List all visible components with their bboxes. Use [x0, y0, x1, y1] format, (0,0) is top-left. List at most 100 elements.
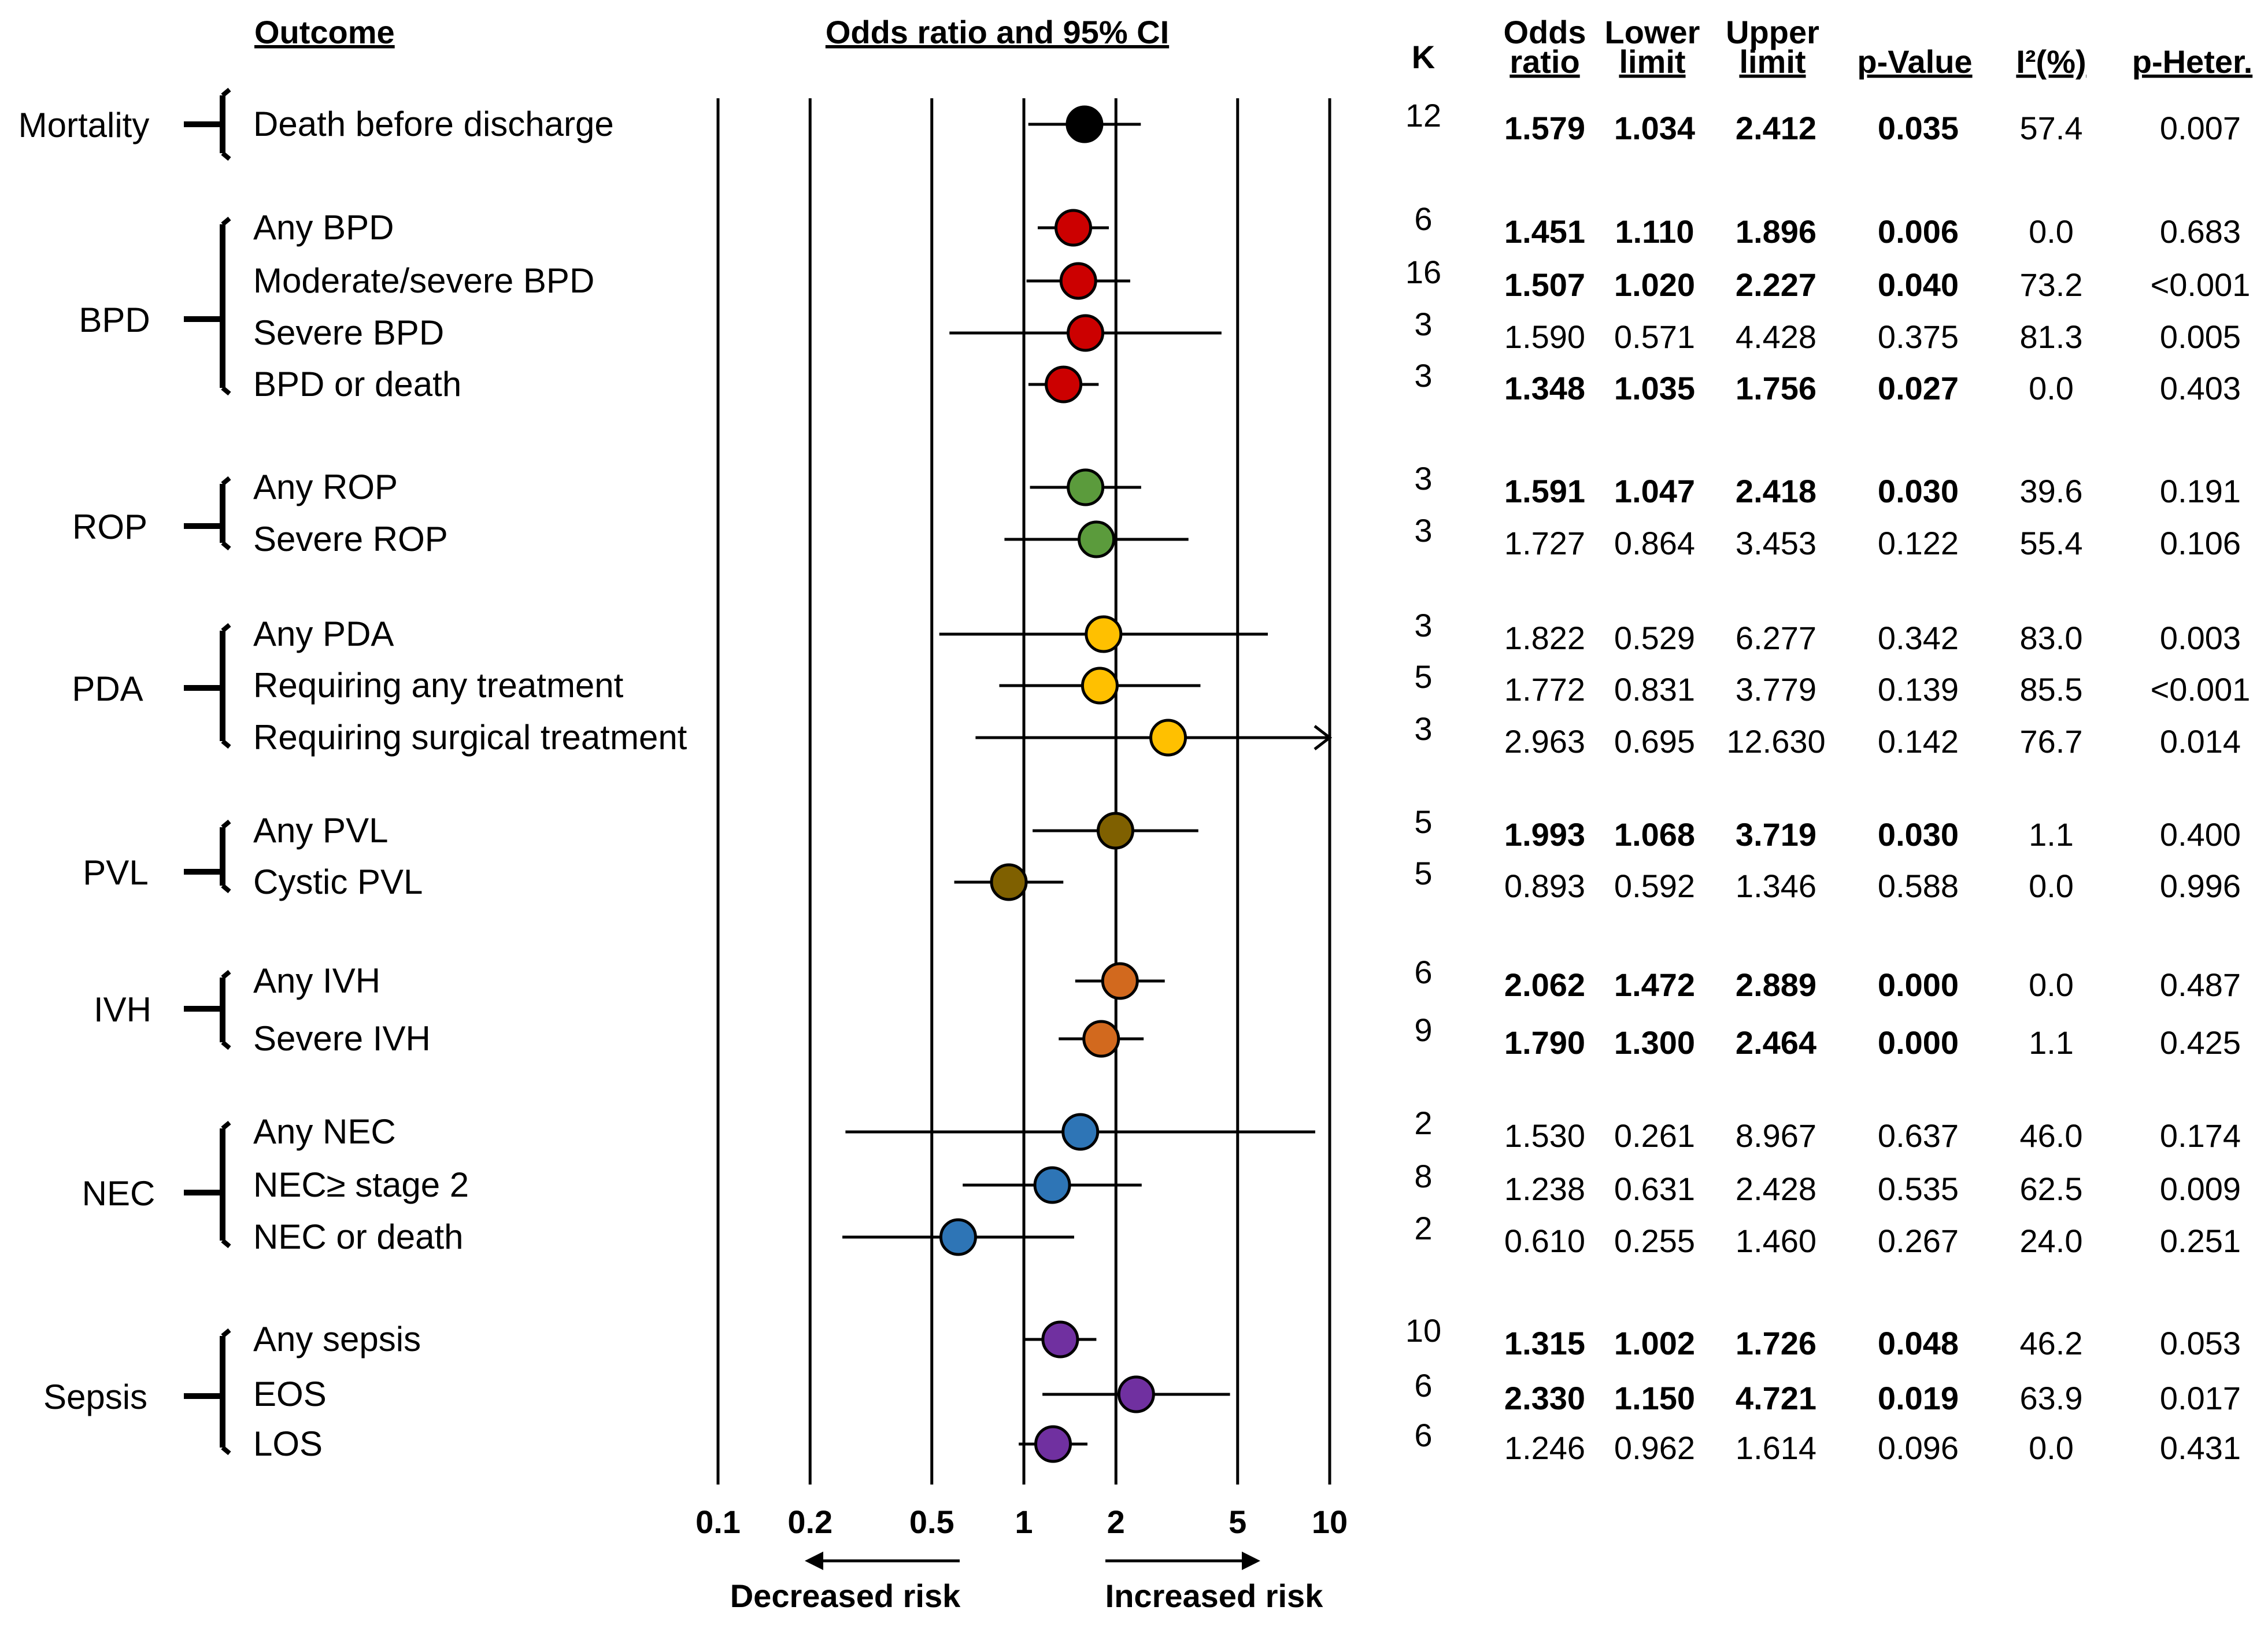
cell-p-heter: 0.403	[2160, 370, 2241, 406]
group-label-rop: ROP	[72, 508, 147, 546]
cell-p-value: 0.096	[1878, 1430, 1959, 1466]
cell-lower-limit: 1.002	[1614, 1325, 1695, 1361]
cell-odds-ratio: 1.591	[1504, 473, 1585, 509]
cell-odds-ratio: 1.590	[1504, 319, 1585, 355]
outcome-label: Death before discharge	[253, 105, 614, 143]
cell-odds-ratio: 1.507	[1504, 266, 1585, 303]
cell-upper-limit: 1.460	[1736, 1223, 1816, 1259]
cell-p-heter: <0.001	[2151, 266, 2251, 303]
col-header-i2: I²(%)	[2016, 43, 2086, 80]
cell-p-heter: 0.005	[2160, 319, 2241, 355]
cell-lower-limit: 0.255	[1614, 1223, 1695, 1259]
cell-i2: 85.5	[2020, 671, 2083, 708]
outcome-label: EOS	[253, 1375, 327, 1413]
cell-p-value: 0.040	[1878, 266, 1959, 303]
plot-title: Odds ratio and 95% CI	[826, 14, 1169, 50]
group-label-nec: NEC	[82, 1174, 156, 1213]
cell-i2: 57.4	[2020, 110, 2083, 146]
cell-p-value: 0.035	[1878, 110, 1959, 146]
cell-p-heter: 0.014	[2160, 723, 2241, 760]
x-tick-label: 5	[1229, 1504, 1246, 1540]
outcome-label: Any PDA	[253, 615, 394, 653]
group-bracket-top-pvl	[221, 819, 231, 830]
cell-k: 3	[1414, 306, 1432, 342]
cell-i2: 24.0	[2020, 1223, 2083, 1259]
cell-odds-ratio: 1.993	[1504, 816, 1585, 853]
cell-upper-limit: 1.896	[1736, 213, 1816, 250]
point-estimate	[1067, 468, 1105, 506]
cell-lower-limit: 0.571	[1614, 319, 1695, 355]
cell-p-value: 0.588	[1878, 868, 1959, 904]
cell-p-heter: 0.996	[2160, 868, 2241, 904]
cell-i2: 1.1	[2029, 816, 2074, 853]
group-bracket-bottom-sepsis	[221, 1445, 231, 1456]
col-header-lower-line2: limit	[1619, 43, 1685, 80]
outcome-label: Any ROP	[253, 468, 398, 506]
cell-p-value: 0.139	[1878, 671, 1959, 708]
outcome-header: Outcome	[254, 14, 395, 50]
cell-k: 16	[1405, 254, 1441, 290]
cell-lower-limit: 1.020	[1614, 266, 1695, 303]
cell-k: 6	[1414, 1417, 1432, 1453]
outcome-label: Requiring any treatment	[253, 666, 624, 705]
cell-i2: 55.4	[2020, 525, 2083, 561]
cell-odds-ratio: 1.238	[1504, 1171, 1585, 1207]
ci-arrow	[1314, 725, 1333, 750]
cell-k: 3	[1414, 607, 1432, 643]
group-bracket-bottom-nec	[221, 1238, 231, 1249]
cell-k: 2	[1414, 1105, 1432, 1141]
x-tick-label: 0.2	[787, 1504, 833, 1540]
increased-risk-arrow-head	[1242, 1552, 1260, 1570]
x-tick-label: 2	[1107, 1504, 1125, 1540]
point-estimate	[1149, 719, 1187, 757]
col-header-lower-line1: Lower	[1605, 14, 1700, 50]
cell-i2: 73.2	[2020, 266, 2083, 303]
cell-odds-ratio: 2.963	[1504, 723, 1585, 760]
cell-upper-limit: 1.346	[1736, 868, 1816, 904]
cell-p-value: 0.267	[1878, 1223, 1959, 1259]
cell-upper-limit: 3.719	[1736, 816, 1816, 853]
cell-p-value: 0.030	[1878, 473, 1959, 509]
group-label-ivh: IVH	[94, 990, 151, 1029]
cell-k: 10	[1405, 1312, 1441, 1349]
cell-upper-limit: 6.277	[1736, 620, 1816, 656]
outcome-label: Severe ROP	[253, 520, 448, 558]
cell-p-heter: 0.487	[2160, 967, 2241, 1003]
cell-i2: 76.7	[2020, 723, 2083, 760]
cell-odds-ratio: 2.330	[1504, 1380, 1585, 1416]
cell-odds-ratio: 1.790	[1504, 1024, 1585, 1061]
cell-upper-limit: 12.630	[1726, 723, 1825, 760]
cell-k: 3	[1414, 357, 1432, 394]
cell-lower-limit: 1.068	[1614, 816, 1695, 853]
point-estimate	[1085, 615, 1123, 653]
cell-upper-limit: 2.464	[1736, 1024, 1816, 1061]
point-estimate	[1117, 1375, 1155, 1413]
group-bracket-bottom-mortality	[221, 151, 231, 161]
cell-p-value: 0.006	[1878, 213, 1959, 250]
cell-upper-limit: 4.428	[1736, 319, 1816, 355]
outcome-label: Severe IVH	[253, 1019, 431, 1058]
cell-k: 2	[1414, 1210, 1432, 1246]
cell-i2: 1.1	[2029, 1024, 2074, 1061]
point-estimate	[990, 863, 1028, 901]
cell-i2: 46.0	[2020, 1117, 2083, 1154]
cell-lower-limit: 0.529	[1614, 620, 1695, 656]
cell-upper-limit: 4.721	[1736, 1380, 1816, 1416]
cell-k: 6	[1414, 954, 1432, 990]
cell-p-heter: 0.017	[2160, 1380, 2241, 1416]
outcome-label: Severe BPD	[253, 313, 444, 352]
cell-lower-limit: 1.472	[1614, 967, 1695, 1003]
cell-odds-ratio: 1.822	[1504, 620, 1585, 656]
cell-lower-limit: 0.962	[1614, 1430, 1695, 1466]
cell-p-value: 0.000	[1878, 967, 1959, 1003]
point-estimate	[1101, 962, 1139, 1000]
cell-i2: 0.0	[2029, 213, 2074, 250]
cell-odds-ratio: 1.315	[1504, 1325, 1585, 1361]
cell-lower-limit: 0.831	[1614, 671, 1695, 708]
cell-lower-limit: 1.300	[1614, 1024, 1695, 1061]
outcome-label: Any BPD	[253, 208, 394, 247]
cell-lower-limit: 0.592	[1614, 868, 1695, 904]
group-label-pvl: PVL	[83, 853, 148, 892]
point-estimate	[1055, 209, 1093, 247]
cell-k: 5	[1414, 855, 1432, 891]
